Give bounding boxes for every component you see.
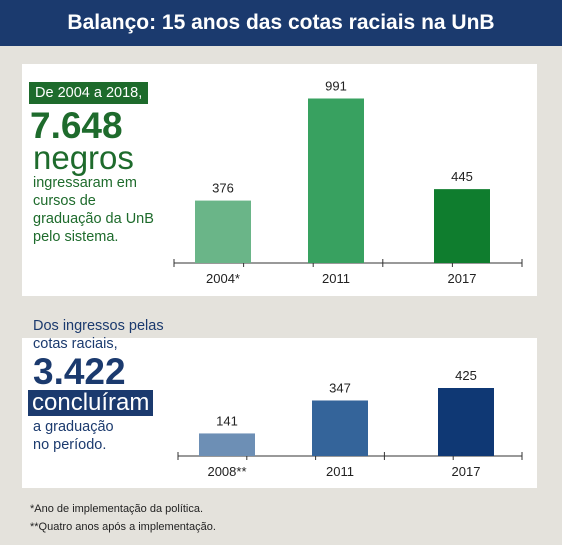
concluiram-label: concluíram (28, 390, 154, 416)
category-label: 2011 (322, 271, 350, 286)
ingressos-bar-chart: 376 2004* 991 2011 445 2017 (173, 78, 523, 286)
period-label: De 2004 a 2018, (28, 81, 150, 105)
category-label: 2008** (207, 464, 246, 479)
footnote-quatro-anos: **Quatro anos após a implementação. (30, 521, 216, 533)
ingressos-text-line: ingressaram em (33, 175, 137, 191)
ingressos-text-line: cursos de (33, 193, 96, 209)
category-label: 2004* (206, 271, 240, 286)
bar-value-label: 991 (325, 78, 347, 93)
bar (438, 388, 494, 456)
category-label: 2017 (448, 271, 477, 286)
ingressos-panel: 376 2004* 991 2011 445 2017 (22, 64, 537, 296)
ingressos-text-line: graduação da UnB (33, 211, 154, 227)
bar-value-label: 445 (451, 169, 473, 184)
conclusoes-text-line: no período. (33, 437, 107, 453)
page-title: Balanço: 15 anos das cotas raciais na Un… (0, 0, 562, 46)
conclusoes-bar-chart: 141 2008** 347 2011 425 2017 (177, 368, 523, 479)
bar-value-label: 347 (329, 380, 351, 395)
conclusoes-lead-line: Dos ingressos pelas (33, 318, 164, 334)
total-conclusoes-number: 3.422 (33, 351, 126, 392)
bar (434, 189, 490, 263)
group-label: negros (33, 139, 134, 176)
bar (199, 433, 255, 456)
category-label: 2017 (452, 464, 481, 479)
bar-value-label: 141 (216, 413, 238, 428)
category-label: 2011 (326, 464, 354, 479)
bar-value-label: 425 (455, 368, 477, 383)
footnotes: *Ano de implementação da política. **Qua… (30, 500, 216, 536)
conclusoes-lead-line: cotas raciais, (33, 336, 118, 352)
bar (195, 200, 251, 263)
bar-value-label: 376 (212, 181, 234, 196)
bar (312, 400, 368, 456)
conclusoes-text-line: a graduação (33, 419, 114, 435)
footnote-implementacao: *Ano de implementação da política. (30, 503, 204, 515)
bar (308, 98, 364, 263)
ingressos-text-line: pelo sistema. (33, 229, 119, 245)
total-ingressos-number: 7.648 (30, 105, 123, 146)
